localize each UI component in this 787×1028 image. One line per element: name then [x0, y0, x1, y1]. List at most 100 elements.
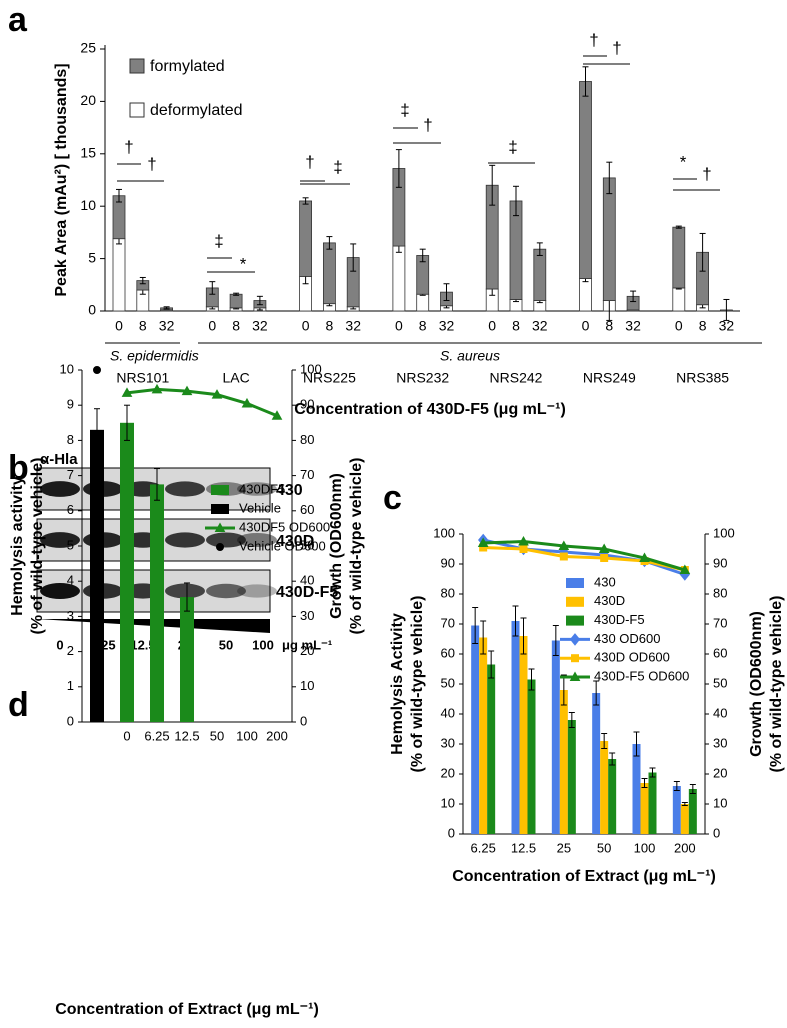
error-bar [184, 582, 190, 612]
blot-band [206, 583, 246, 599]
legend-label: 430D OD600 [594, 650, 670, 665]
bar-segment [602, 177, 616, 301]
legend-swatch [566, 578, 584, 588]
line-marker [518, 535, 529, 546]
x-tick-label: 32 [159, 318, 175, 334]
bar [648, 772, 657, 834]
y2-tick-label: 40 [300, 573, 314, 588]
y-tick-label: 0 [88, 302, 96, 318]
bar-segment [416, 293, 430, 312]
error-bar [472, 607, 479, 644]
error-bar [568, 712, 575, 728]
y2-tick-label: 20 [713, 765, 727, 780]
y2-tick-label: 70 [300, 467, 314, 482]
y-tick-label: 0 [67, 713, 74, 728]
error-bar [606, 161, 613, 195]
line-marker [121, 387, 133, 397]
group-label: NRS101 [116, 370, 169, 386]
bar-segment [579, 81, 592, 279]
bar [680, 804, 689, 834]
error-bar [512, 605, 519, 637]
error-bar [302, 197, 309, 205]
y2-tick-label: 30 [300, 608, 314, 623]
bar-segment [579, 278, 592, 312]
y2-tick-label: 50 [300, 537, 314, 552]
x-tick-label: 32 [625, 318, 641, 334]
significance-mark: † [124, 137, 133, 156]
bar [120, 422, 134, 722]
legend-label: 430D-F5 OD600 [594, 668, 689, 683]
line-marker [271, 410, 283, 420]
group-label: LAC [222, 370, 249, 386]
bar [672, 786, 681, 834]
bar [600, 741, 609, 834]
blot-band [206, 532, 246, 548]
error-bar [552, 625, 559, 656]
error-bar [689, 784, 696, 794]
x-tick-label: 0 [395, 318, 403, 334]
significance-mark: † [423, 115, 432, 134]
x-tick-label: 50 [210, 728, 224, 743]
x-tick-label: 50 [597, 840, 611, 855]
y-tick-label: 70 [441, 615, 455, 630]
error-bar [560, 674, 567, 706]
x-tick-label: 100 [634, 840, 656, 855]
error-bar [443, 283, 450, 302]
error-bar [520, 617, 527, 655]
blot-band [165, 532, 205, 548]
line-marker [181, 385, 193, 396]
y-tick-label: 30 [441, 735, 455, 750]
y-tick-label: 6 [67, 502, 74, 517]
group-label: NRS242 [490, 370, 543, 386]
y2-tick-label: 60 [300, 502, 314, 517]
legend-swatch [211, 504, 229, 514]
error-bar [139, 276, 146, 285]
x-tick-label: 0 [115, 318, 123, 334]
y2-tick-label: 80 [713, 585, 727, 600]
x-tick-label: 200 [674, 840, 696, 855]
y-tick-label: 4 [67, 573, 74, 588]
blot-band [237, 533, 277, 547]
x-tick-label: 8 [232, 318, 240, 334]
bar [479, 637, 488, 834]
y2-tick-label: 60 [713, 645, 727, 660]
x-tick-label: 8 [605, 318, 613, 334]
legend-label: deformylated [150, 102, 243, 119]
line-marker [241, 397, 253, 408]
y-axis-title: Hemolysis Activity [389, 613, 406, 755]
species-label: S. aureus [440, 348, 500, 364]
line-series [483, 539, 686, 572]
line-series [126, 387, 278, 418]
x-tick-label: 32 [252, 318, 268, 334]
y2-axis-title: (% of wild-type vehicle) [348, 458, 365, 635]
legend-marker [569, 671, 581, 681]
species-label: S. epidermidis [110, 348, 199, 364]
y-axis-title: Peak Area (mAu²) [ thousands] [53, 63, 70, 296]
panel-letter: a [8, 1, 28, 39]
blot-band [165, 481, 205, 497]
y-axis-title: (% of wild-type vehicle) [409, 596, 426, 773]
x-tick-label: 200 [266, 728, 288, 743]
x-tick-label: 8 [139, 318, 147, 334]
x-axis-title: Concentration of 430D-F5 (μg mL⁻¹) [294, 401, 566, 418]
y2-tick-label: 10 [713, 795, 727, 810]
significance-mark: ‡ [333, 157, 342, 176]
error-bar [326, 236, 333, 250]
y2-tick-label: 20 [300, 643, 314, 658]
bar [527, 679, 536, 834]
x-tick-label: 0 [488, 318, 496, 334]
y-tick-label: 20 [441, 765, 455, 780]
y-tick-label: 10 [441, 795, 455, 810]
legend-marker [571, 654, 579, 663]
line-marker [679, 564, 691, 574]
bar [90, 429, 104, 722]
error-bar [209, 281, 216, 295]
x-tick-label: 32 [345, 318, 361, 334]
x-tick-label: 12.5 [174, 728, 199, 743]
error-bar [528, 668, 535, 691]
error-bar [536, 242, 543, 256]
error-bar [609, 752, 616, 766]
panel-letter: c [383, 479, 402, 517]
error-bar [601, 733, 608, 749]
